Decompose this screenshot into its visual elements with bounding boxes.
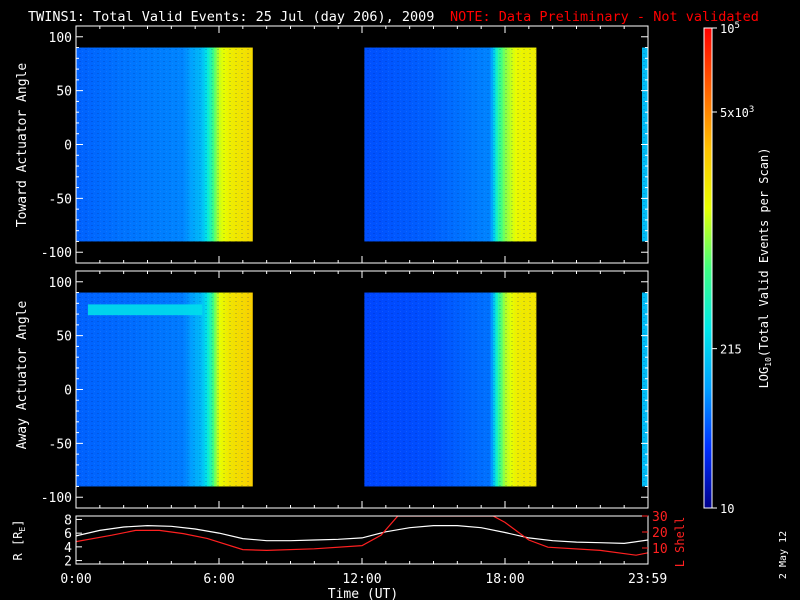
y-tick-label: -50 bbox=[49, 437, 72, 452]
colorbar-tick-label: 10 bbox=[720, 502, 734, 516]
away-ylabel: Away Actuator Angle bbox=[15, 300, 30, 449]
y-tick-label: 100 bbox=[49, 31, 72, 46]
orbit-left-tick-label: 4 bbox=[64, 541, 72, 556]
heatmap-texture bbox=[364, 292, 536, 487]
y-tick-label: 50 bbox=[56, 330, 72, 345]
toward-actuator-panel: 100 50 0 -50 -100 bbox=[41, 25, 649, 264]
l-shell-line bbox=[76, 516, 648, 556]
orbit-x-tick-label: 23:59 bbox=[628, 572, 667, 587]
colorbar: 10 215 5x103 105 LOG10(Total Valid Events pe… bbox=[703, 21, 773, 516]
orbit-right-label: L Shell bbox=[673, 517, 687, 568]
orbit-x-tick-label: 6:00 bbox=[203, 572, 234, 587]
orbit-left-tick-label: 8 bbox=[64, 513, 72, 528]
chart-title: TWINS1: Total Valid Events: 25 Jul (day … bbox=[28, 9, 434, 25]
preliminary-note: NOTE: Data Preliminary - Not validated bbox=[450, 9, 759, 25]
colorbar-label: LOG10(Total Valid Events per Scan) bbox=[757, 148, 773, 389]
y-tick-label: 0 bbox=[64, 139, 72, 154]
y-tick-label: 0 bbox=[64, 384, 72, 399]
orbit-right-tick-label: 10 bbox=[652, 542, 668, 557]
orbit-plot-background bbox=[76, 516, 648, 564]
y-tick-label: 50 bbox=[56, 85, 72, 100]
colorbar-gradient bbox=[704, 28, 712, 508]
y-tick-label: 100 bbox=[49, 276, 72, 291]
orbit-xlabel: Time (UT) bbox=[328, 587, 398, 600]
date-stamp: 2 May 12 bbox=[778, 531, 789, 579]
y-tick-label: -50 bbox=[49, 192, 72, 207]
orbit-x-tick-label: 18:00 bbox=[485, 572, 524, 587]
orbit-left-tick-label: 2 bbox=[64, 555, 72, 570]
orbit-left-tick-label: 6 bbox=[64, 527, 72, 542]
y-tick-label: -100 bbox=[41, 491, 72, 506]
heatmap-band bbox=[87, 304, 203, 316]
r-earth-line bbox=[76, 524, 648, 545]
orbit-right-tick-label: 20 bbox=[652, 526, 668, 541]
toward-ylabel: Toward Actuator Angle bbox=[15, 63, 30, 228]
colorbar-tick-label: 215 bbox=[720, 343, 742, 357]
away-actuator-panel: 100 50 0 -50 -100 bbox=[41, 270, 649, 509]
orbit-right-tick-label: 30 bbox=[652, 510, 668, 525]
y-tick-label: -100 bbox=[41, 246, 72, 261]
heatmap-texture bbox=[364, 47, 536, 242]
colorbar-frame bbox=[703, 27, 713, 509]
orbit-x-tick-label: 12:00 bbox=[342, 572, 381, 587]
heatmap-texture bbox=[76, 292, 253, 487]
colorbar-tick-label: 5x103 bbox=[720, 105, 754, 120]
orbit-left-label: R [RE] bbox=[11, 520, 27, 561]
heatmap-texture bbox=[76, 47, 253, 242]
orbit-x-tick-label: 0:00 bbox=[60, 572, 91, 587]
colorbar-tick-label: 105 bbox=[720, 21, 740, 36]
